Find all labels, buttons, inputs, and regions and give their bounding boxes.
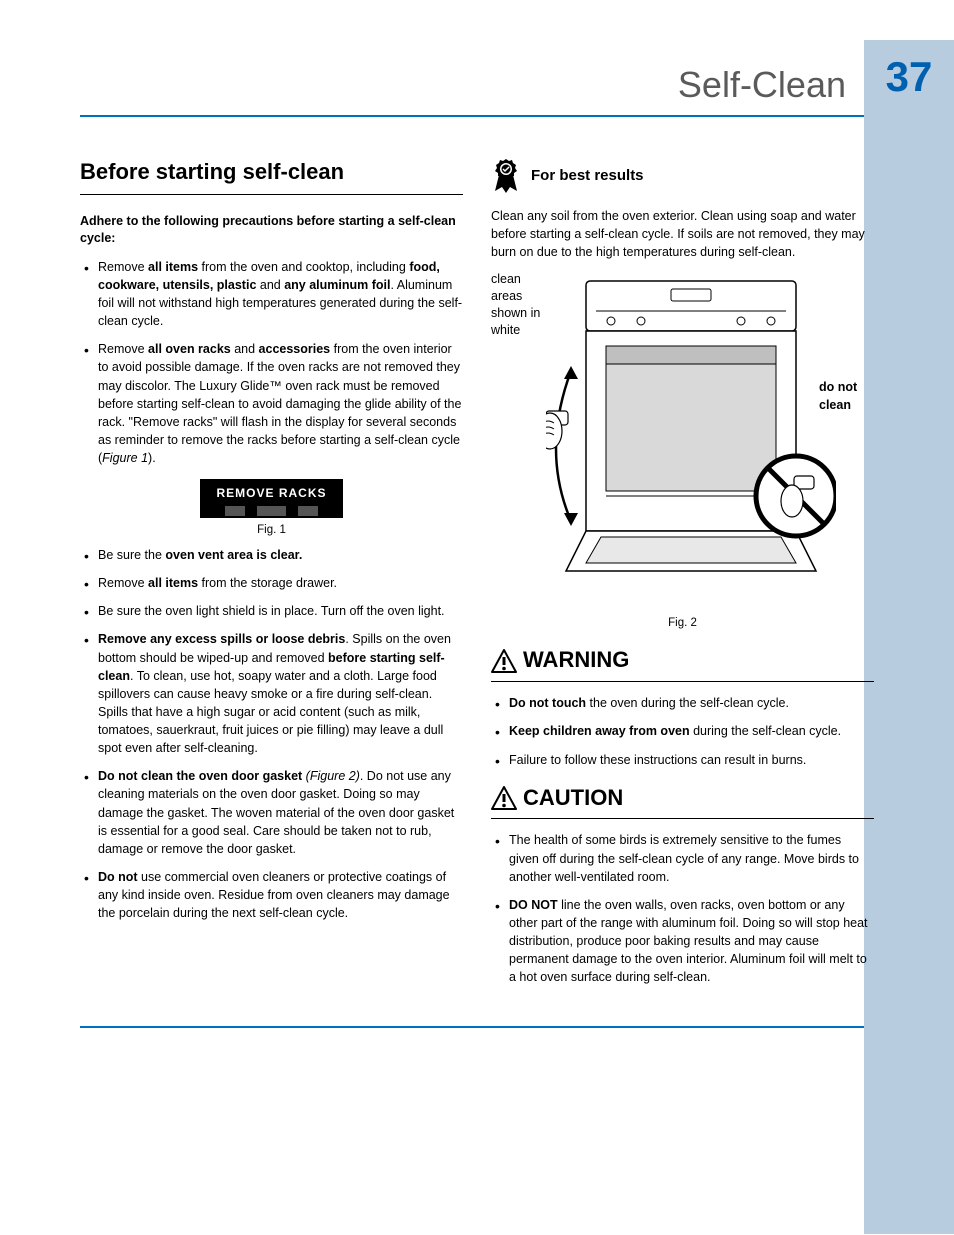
list-item: Failure to follow these instructions can… [491, 751, 874, 769]
list-item: Do not clean the oven door gasket (Figur… [80, 767, 463, 858]
list-item: Do not use commercial oven cleaners or p… [80, 868, 463, 922]
list-item: Remove all oven racks and accessories fr… [80, 340, 463, 467]
caution-icon [491, 786, 517, 810]
page-header: Self-Clean 37 [80, 0, 954, 115]
page-number: 37 [864, 40, 954, 115]
intro-text: Adhere to the following precautions befo… [80, 213, 463, 248]
list-item: The health of some birds is extremely se… [491, 831, 874, 885]
right-column: For best results Clean any soil from the… [491, 157, 874, 996]
ribbon-icon [491, 157, 521, 193]
remove-racks-display: REMOVE RACKS [200, 479, 342, 518]
best-results-header: For best results [491, 157, 874, 193]
caution-heading: CAUTION [491, 783, 874, 820]
figure-2-area: clean areas shown in white do not clean [491, 271, 874, 611]
oven-illustration [546, 271, 836, 591]
caution-list: The health of some birds is extremely se… [491, 831, 874, 986]
warning-icon [491, 649, 517, 673]
best-results-text: Clean any soil from the oven exterior. C… [491, 207, 874, 261]
figure-1: REMOVE RACKS Fig. 1 [80, 479, 463, 538]
fig1-caption: Fig. 1 [80, 522, 463, 538]
content: Before starting self-clean Adhere to the… [0, 117, 954, 996]
list-item: Remove any excess spills or loose debris… [80, 630, 463, 757]
list-item: Be sure the oven light shield is in plac… [80, 602, 463, 620]
warning-heading: WARNING [491, 645, 874, 682]
page-title: Self-Clean [678, 60, 864, 115]
best-results-title: For best results [531, 165, 644, 186]
section-title: Before starting self-clean [80, 157, 463, 195]
footer-rule [80, 1026, 864, 1028]
fig2-caption: Fig. 2 [491, 615, 874, 631]
left-column: Before starting self-clean Adhere to the… [80, 157, 463, 996]
list-item: Remove all items from the oven and cookt… [80, 258, 463, 331]
precaution-list: Remove all items from the oven and cookt… [80, 258, 463, 467]
list-item: Remove all items from the storage drawer… [80, 574, 463, 592]
warning-label: WARNING [523, 645, 629, 676]
warning-list: Do not touch the oven during the self-cl… [491, 694, 874, 768]
page: Self-Clean 37 Before starting self-clean… [0, 0, 954, 1028]
precaution-list-cont: Be sure the oven vent area is clear. Rem… [80, 546, 463, 922]
fig2-label-left: clean areas shown in white [491, 271, 546, 339]
caution-label: CAUTION [523, 783, 623, 814]
list-item: DO NOT line the oven walls, oven racks, … [491, 896, 874, 987]
list-item: Be sure the oven vent area is clear. [80, 546, 463, 564]
list-item: Keep children away from oven during the … [491, 722, 874, 740]
list-item: Do not touch the oven during the self-cl… [491, 694, 874, 712]
